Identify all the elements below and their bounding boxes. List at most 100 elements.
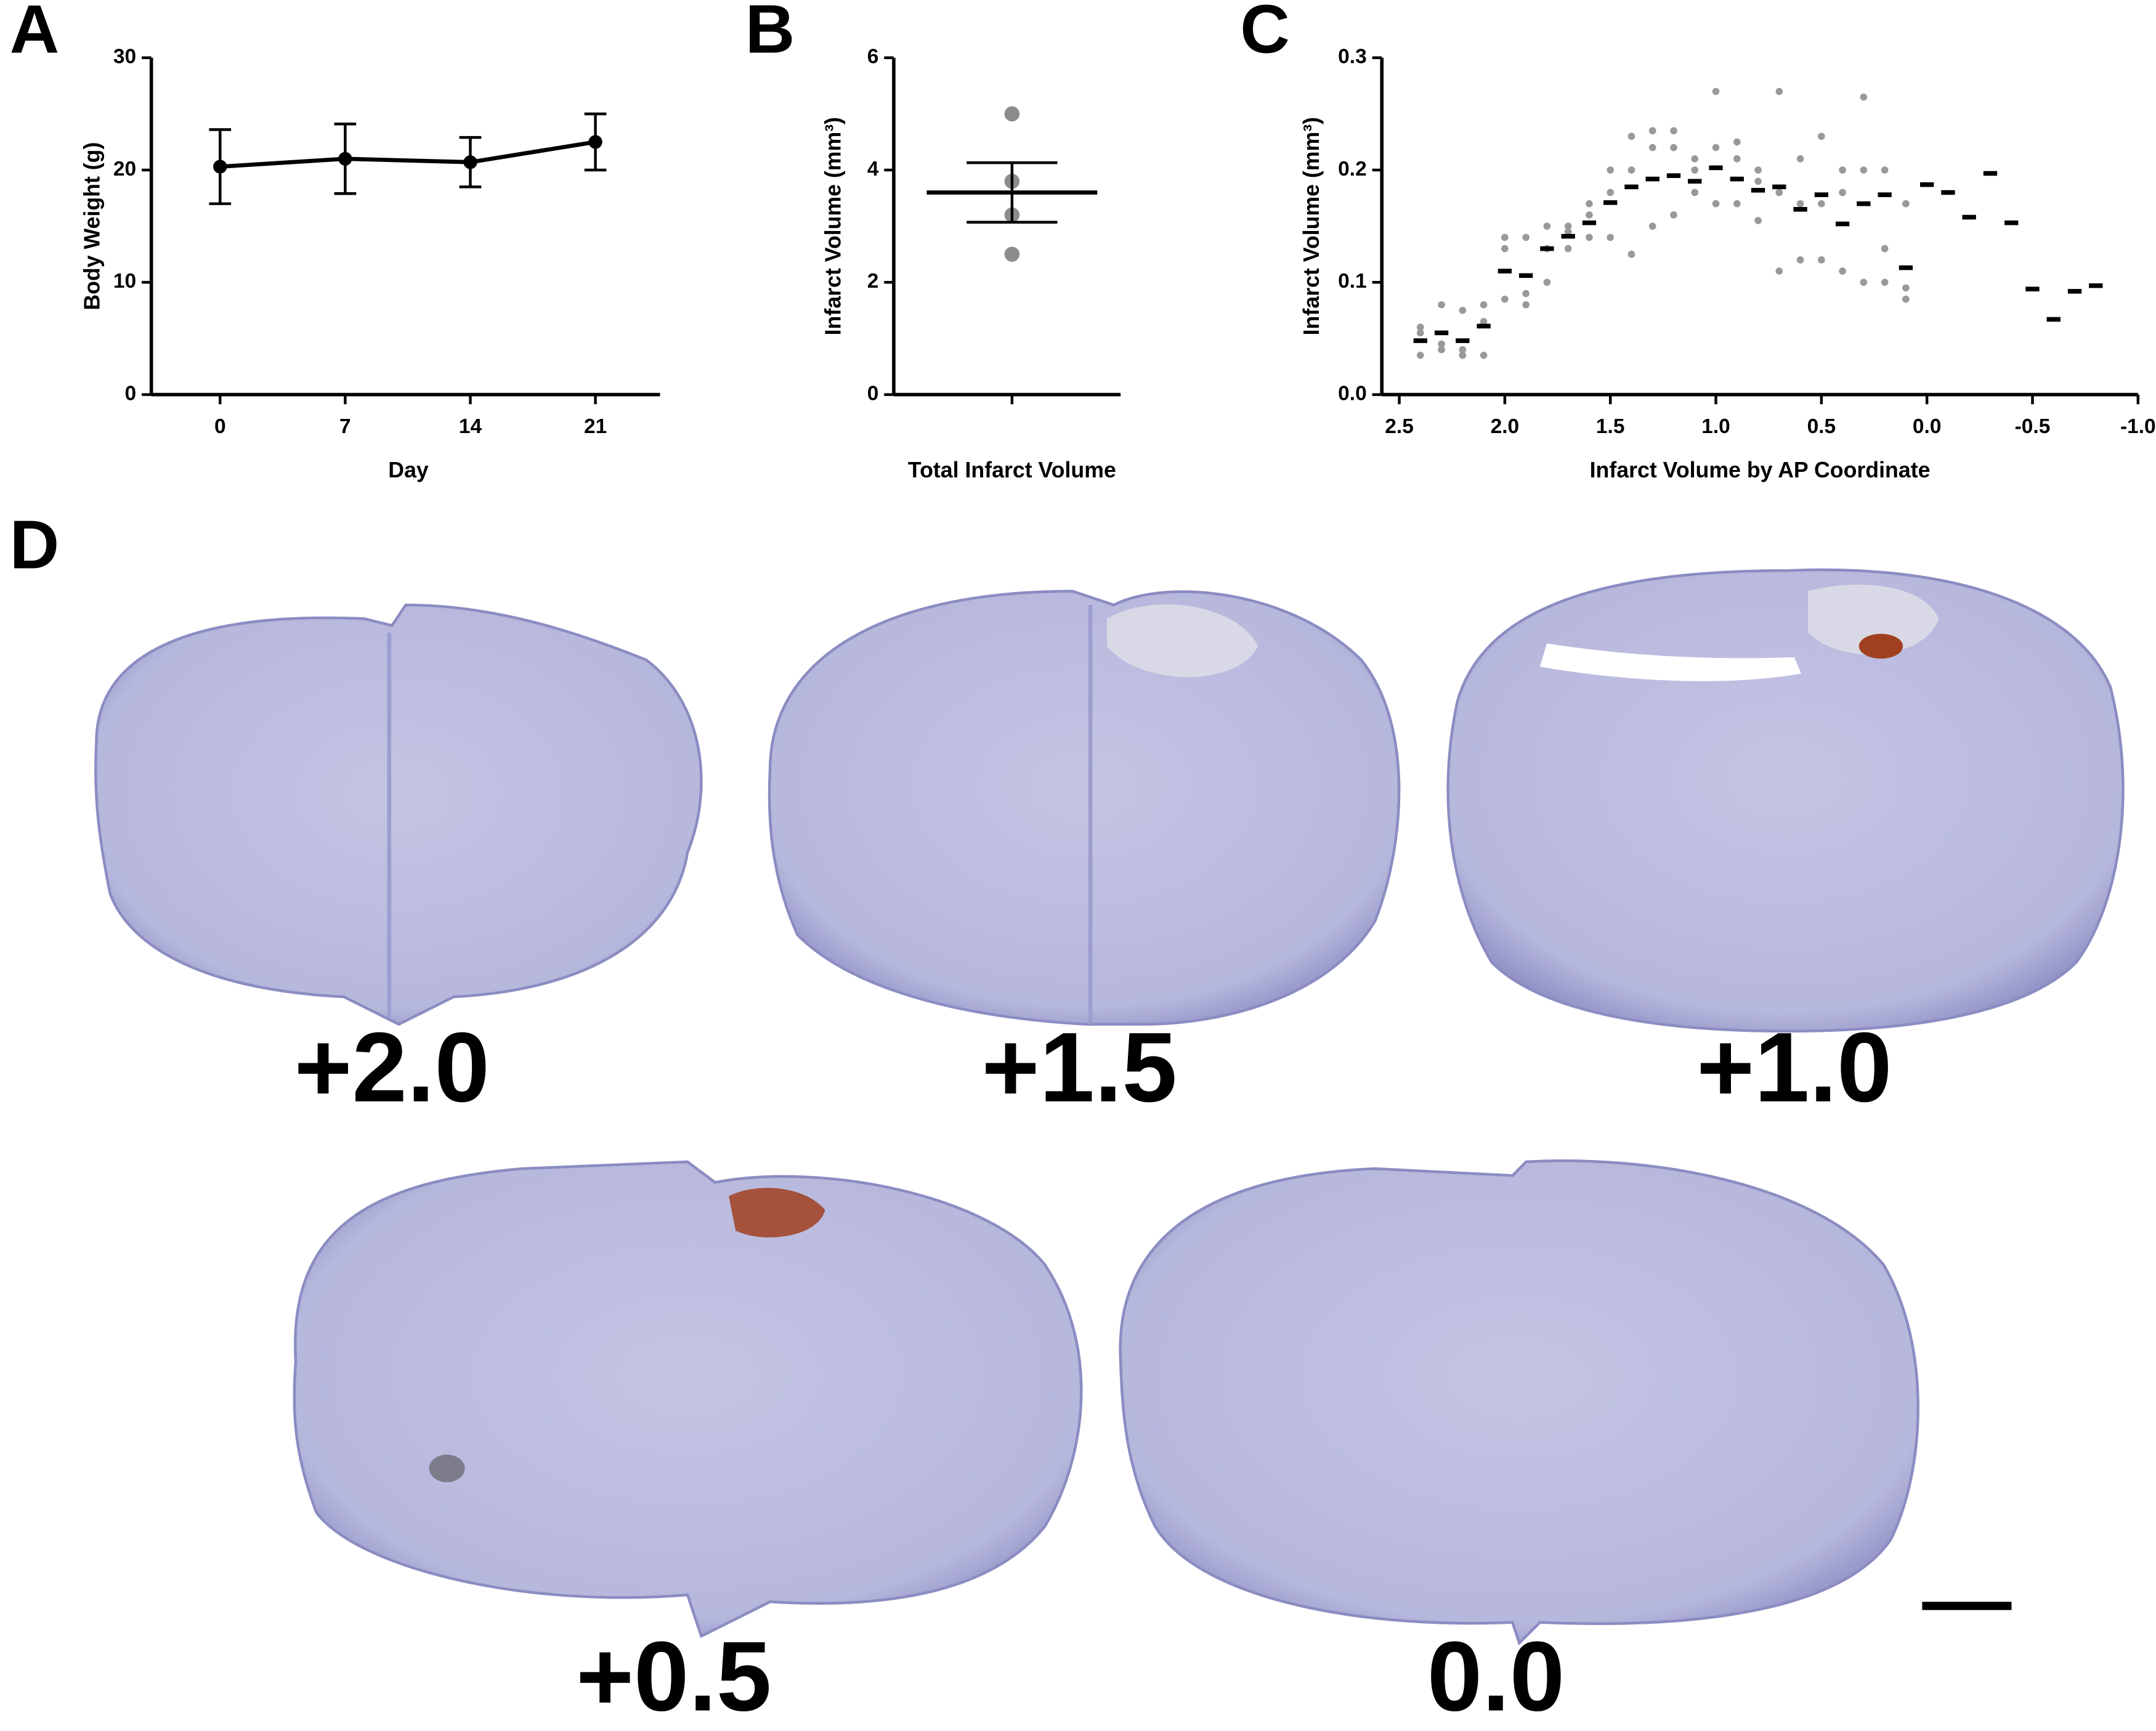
mean-dash xyxy=(1751,188,1765,193)
data-point xyxy=(1480,318,1488,325)
data-point xyxy=(1459,307,1467,314)
data-point xyxy=(1881,278,1889,286)
mean-dash xyxy=(1540,246,1554,251)
data-point xyxy=(1586,233,1593,241)
x-axis-label: Infarct Volume by AP Coordinate xyxy=(1590,458,1931,482)
data-point xyxy=(1522,301,1530,309)
x-tick-label: 0.0 xyxy=(1913,415,1942,438)
x-tick-label: -1.0 xyxy=(2120,415,2156,438)
data-point xyxy=(1417,323,1424,331)
data-point xyxy=(1902,295,1910,303)
data-point xyxy=(1648,127,1656,135)
mean-dash xyxy=(1920,182,1934,187)
mean-dash xyxy=(1645,176,1660,182)
y-tick-label: 6 xyxy=(867,46,879,68)
data-point xyxy=(1417,329,1424,337)
data-point xyxy=(1796,256,1804,264)
mean-dash xyxy=(1497,269,1512,274)
data-point xyxy=(1839,189,1846,197)
y-axis-label: Infarct Volume (mm³) xyxy=(821,117,845,335)
data-line xyxy=(220,140,596,169)
data-point xyxy=(1860,93,1868,101)
data-point xyxy=(1564,222,1572,230)
data-point xyxy=(1480,301,1488,309)
data-point xyxy=(1881,245,1889,253)
data-point xyxy=(1902,284,1910,292)
mean-dash xyxy=(1582,220,1597,225)
x-tick-label: 0.5 xyxy=(1807,415,1836,438)
data-point xyxy=(1733,155,1741,163)
data-point xyxy=(1796,155,1804,163)
x-tick-label: 0 xyxy=(214,415,226,438)
x-tick-label: 1.0 xyxy=(1701,415,1730,438)
data-point xyxy=(1775,189,1783,197)
data-point xyxy=(1648,144,1656,152)
data-point xyxy=(1902,200,1910,208)
mean-dash xyxy=(2004,220,2019,225)
data-point xyxy=(1459,351,1467,359)
data-point xyxy=(1818,256,1825,264)
mean-dash xyxy=(1456,338,1470,343)
data-point xyxy=(463,155,477,169)
mean-dash xyxy=(1688,179,1702,184)
x-tick-label: -0.5 xyxy=(2015,415,2051,438)
mean-dash xyxy=(1709,165,1723,171)
data-point xyxy=(1818,200,1825,208)
data-point xyxy=(1522,233,1530,241)
mean-dash xyxy=(2025,286,2040,292)
mean-dash xyxy=(1434,330,1449,336)
mean-dash xyxy=(1772,184,1786,190)
data-point xyxy=(1607,166,1614,174)
brain-section-image xyxy=(768,590,1401,1026)
data-point xyxy=(1733,138,1741,146)
section-label: +0.5 xyxy=(576,1622,771,1731)
mean-dash xyxy=(1624,184,1639,190)
data-point xyxy=(1522,290,1530,298)
x-axis-label: Day xyxy=(388,458,429,482)
mean-dash xyxy=(1793,207,1807,212)
y-tick-label: 0 xyxy=(125,382,137,405)
data-point xyxy=(1670,127,1677,135)
section-label: +1.0 xyxy=(1696,1013,1892,1123)
data-point xyxy=(1607,189,1614,197)
section-label: +1.5 xyxy=(982,1013,1177,1123)
brain-section-image xyxy=(293,1160,1083,1639)
data-point xyxy=(1712,144,1720,152)
y-tick-label: 0.2 xyxy=(1338,158,1367,180)
mean-dash xyxy=(1878,192,1892,197)
data-point xyxy=(1860,166,1868,174)
data-point xyxy=(1775,87,1783,95)
data-point xyxy=(1670,144,1677,152)
mean-dash xyxy=(1835,221,1850,227)
y-tick-label: 0.1 xyxy=(1338,270,1367,293)
data-point xyxy=(1691,155,1699,163)
y-tick-label: 0.3 xyxy=(1338,46,1367,68)
x-tick-label: 7 xyxy=(339,415,351,438)
panel-label: D xyxy=(10,506,60,583)
data-point xyxy=(1438,301,1445,309)
y-tick-label: 0.0 xyxy=(1338,382,1367,405)
data-point xyxy=(1881,166,1889,174)
data-point xyxy=(1839,166,1846,174)
data-point xyxy=(1438,346,1445,354)
mean-dash xyxy=(1518,273,1533,278)
mean-dash xyxy=(1730,176,1744,182)
mean-dash xyxy=(2067,289,2082,294)
data-point xyxy=(1438,340,1445,348)
data-point xyxy=(1775,267,1783,275)
y-tick-label: 4 xyxy=(867,158,879,180)
data-point xyxy=(1754,177,1762,185)
x-tick-label: 2.0 xyxy=(1491,415,1520,438)
data-point xyxy=(1733,200,1741,208)
data-point xyxy=(1501,233,1509,241)
panel-label: C xyxy=(1240,0,1290,67)
mean-dash xyxy=(1941,190,1955,195)
section-label: 0.0 xyxy=(1427,1622,1565,1731)
data-point xyxy=(1796,200,1804,208)
data-point xyxy=(1564,228,1572,236)
data-point xyxy=(1004,246,1020,262)
mean-dash xyxy=(1899,265,1913,270)
panel-label: B xyxy=(745,0,795,67)
